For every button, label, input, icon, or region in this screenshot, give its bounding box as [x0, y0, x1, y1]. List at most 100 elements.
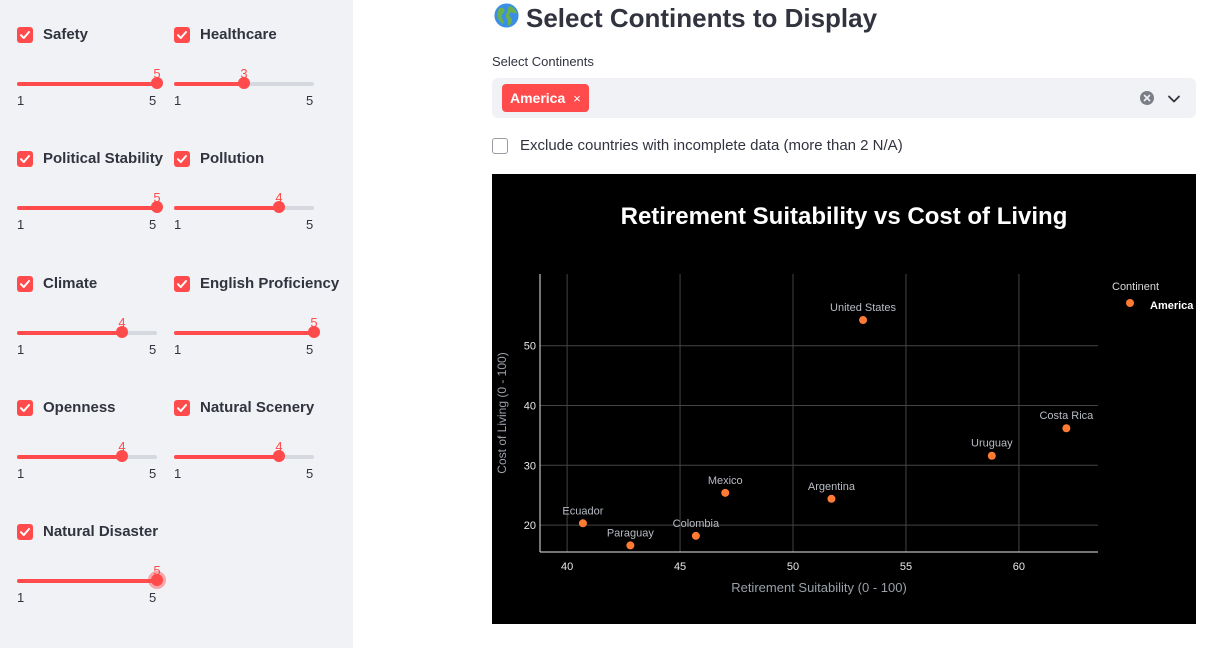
slider-fill	[174, 455, 279, 459]
english-proficiency-slider[interactable]: 5 1 5	[174, 315, 320, 373]
slider-max: 5	[306, 217, 314, 232]
checkbox-box[interactable]	[492, 137, 508, 154]
climate-checkbox[interactable]: Climate	[17, 275, 97, 292]
sidebar: Safety 5 1 5 Healthcare 3 1 5	[0, 0, 353, 648]
clear-circle-icon[interactable]	[1140, 91, 1154, 110]
openness-slider[interactable]: 4 1 5	[17, 439, 157, 497]
slider-fill	[17, 82, 157, 86]
slider-fill	[17, 331, 122, 335]
check-icon	[17, 150, 33, 167]
chevron-down-icon[interactable]	[1167, 92, 1181, 110]
slider-fill	[174, 331, 314, 335]
safety-label: Safety	[43, 26, 89, 43]
slider-min: 1	[17, 93, 25, 108]
slider-track[interactable]	[17, 326, 157, 338]
check-icon	[17, 275, 33, 292]
legend-marker	[1126, 299, 1134, 307]
main-content: Select Continents to Display Select Cont…	[353, 0, 1213, 648]
y-tick-label: 40	[524, 401, 536, 413]
slider-fill	[17, 455, 122, 459]
slider-thumb[interactable]	[151, 574, 163, 586]
healthcare-label: Healthcare	[200, 26, 277, 43]
page-title-text: Select Continents to Display	[526, 2, 878, 33]
slider-thumb[interactable]	[308, 326, 320, 338]
slider-min: 1	[174, 217, 182, 232]
natural-disaster-value: 5	[153, 563, 161, 578]
continents-multiselect[interactable]: America ×	[492, 78, 1196, 118]
page-title: Select Continents to Display	[493, 2, 877, 34]
data-point	[721, 488, 730, 497]
data-label: United States	[830, 302, 897, 314]
natural-scenery-value: 4	[275, 439, 283, 454]
check-icon	[174, 26, 190, 43]
slider-thumb[interactable]	[116, 450, 128, 462]
y-tick-label: 30	[524, 460, 536, 472]
legend-title: Continent	[1112, 281, 1159, 293]
remove-tag-icon[interactable]: ×	[573, 90, 581, 106]
slider-max: 5	[306, 466, 314, 481]
slider-thumb[interactable]	[116, 326, 128, 338]
political-stability-checkbox[interactable]: Political Stability	[17, 150, 163, 167]
tag-label: America	[510, 90, 566, 106]
climate-value: 4	[118, 315, 126, 330]
climate-slider[interactable]: 4 1 5	[17, 315, 157, 373]
data-label: Ecuador	[562, 505, 603, 517]
natural-disaster-slider[interactable]: 5 1 5	[17, 563, 163, 621]
slider-min: 1	[17, 466, 25, 481]
data-point	[626, 541, 635, 550]
slider-track[interactable]	[17, 201, 163, 213]
safety-checkbox[interactable]: Safety	[17, 26, 88, 43]
slider-max: 5	[149, 342, 157, 357]
slider-max: 5	[149, 217, 157, 232]
slider-fill	[174, 82, 244, 86]
x-tick-label: 60	[1013, 561, 1025, 573]
natural-disaster-checkbox[interactable]: Natural Disaster	[17, 523, 158, 540]
healthcare-checkbox[interactable]: Healthcare	[174, 26, 277, 43]
english-proficiency-checkbox[interactable]: English Proficiency	[174, 275, 339, 292]
data-label: Colombia	[673, 518, 720, 530]
slider-min: 1	[17, 217, 25, 232]
pollution-label: Pollution	[200, 150, 265, 167]
check-icon	[17, 26, 33, 43]
slider-track[interactable]	[174, 77, 314, 89]
healthcare-slider[interactable]: 3 1 5	[174, 66, 314, 124]
x-tick-label: 40	[561, 561, 573, 573]
slider-track[interactable]	[17, 77, 163, 89]
political-stability-slider[interactable]: 5 1 5	[17, 190, 163, 248]
english-proficiency-value: 5	[310, 315, 318, 330]
openness-label: Openness	[43, 399, 116, 416]
slider-track[interactable]	[174, 201, 314, 213]
exclude-incomplete-checkbox[interactable]: Exclude countries with incomplete data (…	[492, 137, 903, 154]
english-proficiency-label: English Proficiency	[200, 275, 340, 292]
data-point	[1062, 424, 1071, 433]
data-point	[578, 519, 587, 528]
data-point	[987, 451, 996, 460]
slider-max: 5	[306, 93, 314, 108]
pollution-checkbox[interactable]: Pollution	[174, 150, 264, 167]
slider-thumb[interactable]	[238, 77, 250, 89]
slider-min: 1	[174, 342, 182, 357]
slider-thumb[interactable]	[273, 201, 285, 213]
natural-scenery-checkbox[interactable]: Natural Scenery	[174, 399, 314, 416]
natural-scenery-slider[interactable]: 4 1 5	[174, 439, 314, 497]
slider-track[interactable]	[17, 450, 157, 462]
data-label: Paraguay	[607, 527, 655, 539]
pollution-slider[interactable]: 4 1 5	[174, 190, 314, 248]
slider-track[interactable]	[174, 326, 320, 338]
safety-slider[interactable]: 5 1 5	[17, 66, 163, 124]
data-label: Mexico	[708, 475, 743, 487]
slider-thumb[interactable]	[151, 201, 163, 213]
data-label: Costa Rica	[1039, 410, 1094, 422]
y-axis-title: Cost of Living (0 - 100)	[495, 352, 509, 473]
natural-scenery-label: Natural Scenery	[200, 399, 315, 416]
exclude-incomplete-label: Exclude countries with incomplete data (…	[520, 137, 903, 154]
slider-track[interactable]	[17, 574, 163, 586]
political-stability-label: Political Stability	[43, 150, 164, 167]
openness-checkbox[interactable]: Openness	[17, 399, 116, 416]
climate-label: Climate	[43, 275, 98, 292]
slider-max: 5	[149, 590, 157, 605]
slider-thumb[interactable]	[273, 450, 285, 462]
slider-track[interactable]	[174, 450, 314, 462]
slider-thumb[interactable]	[151, 77, 163, 89]
legend-item-label: America	[1150, 300, 1194, 312]
